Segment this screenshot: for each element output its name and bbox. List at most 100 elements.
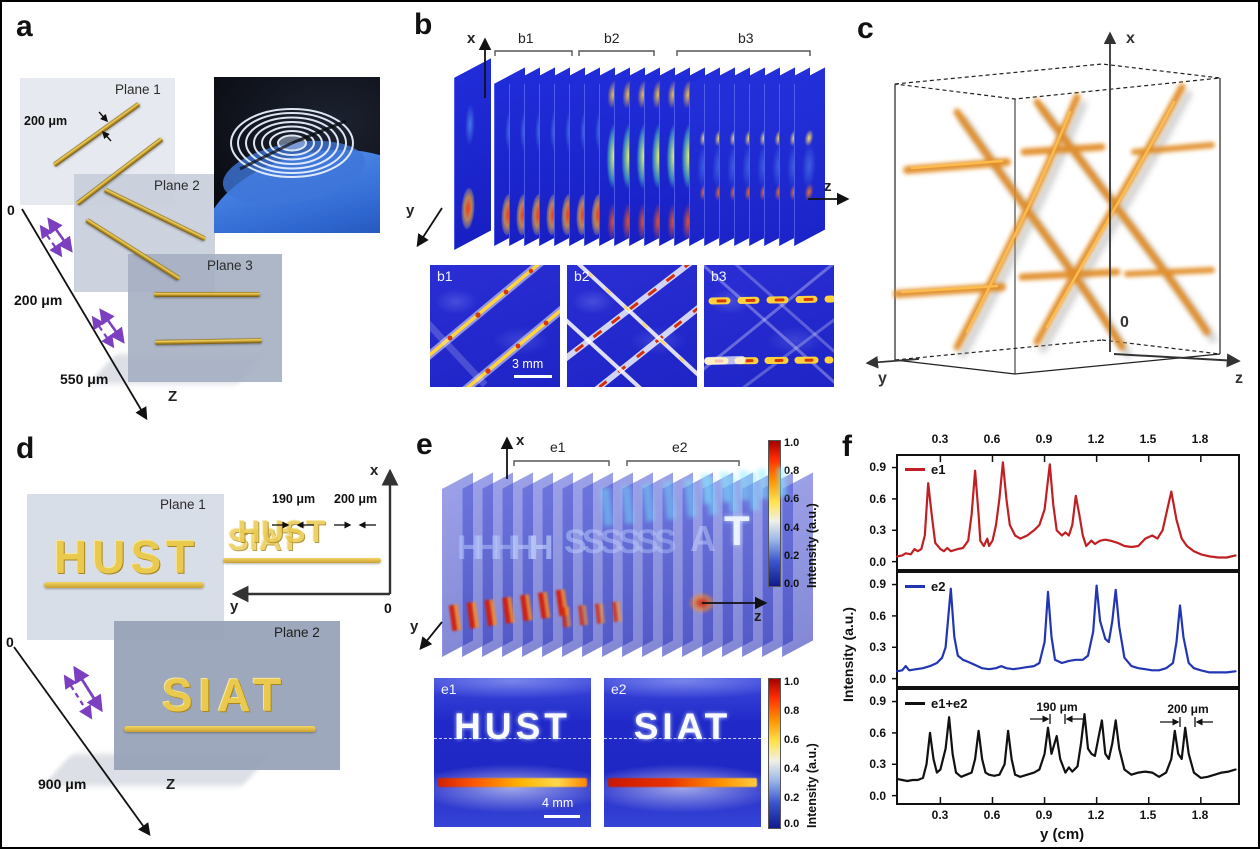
e-inset-colorbar-tick: 0.0 — [784, 818, 800, 830]
f-bottom-xtick: 1.5 — [1139, 808, 1157, 822]
f-top-xtick: 1.8 — [1191, 432, 1209, 446]
d-word-hust: HUST — [54, 531, 200, 583]
e-inset-1-word: HUST — [454, 706, 571, 747]
e-colorbar — [768, 440, 781, 587]
d-inset-origin: 0 — [384, 600, 392, 616]
f-ytick: 0.3 — [869, 640, 886, 654]
f-annotation-200: 200 μm — [1167, 702, 1209, 716]
f-legend-swatch-sum — [905, 702, 925, 705]
e-ghost-s: S — [636, 523, 659, 561]
b-bracket-3-label: b3 — [738, 30, 754, 46]
d-word-hust-baseline — [44, 582, 204, 588]
c-axis-z: z — [1235, 370, 1243, 387]
f-bottom-xtick: 0.6 — [983, 808, 1001, 822]
f-subplot-e2 — [892, 571, 1240, 688]
b-axis-x: x — [467, 30, 476, 47]
b-inset-2-tag: b2 — [574, 268, 590, 284]
c-axis-y: y — [878, 370, 887, 387]
f-bottom-xtick: 0.3 — [931, 808, 949, 822]
b-stack-slice — [454, 58, 491, 250]
a-plane-3-label: Plane 3 — [207, 258, 253, 273]
d-axis-tick-900: 900 μm — [38, 776, 87, 792]
c-wireframe-box — [894, 63, 1221, 375]
e-inset-2-tag: e2 — [611, 681, 627, 697]
e-inset-1-tag: e1 — [441, 681, 457, 697]
f-series-e1+e2 — [895, 713, 1237, 783]
d-plane-2 — [114, 621, 340, 770]
a-plane-1-label: Plane 1 — [115, 82, 161, 97]
f-top-xtick: 1.2 — [1087, 432, 1105, 446]
b-inset-1: b1 3 mm — [430, 265, 560, 387]
b-stack-slice — [794, 67, 825, 247]
f-ytick: 0.6 — [869, 609, 886, 623]
b-brackets — [494, 50, 811, 56]
f-top-xtick: 0.3 — [931, 432, 949, 446]
c-wire-highlights — [900, 100, 1176, 334]
f-top-xtick: 0.6 — [983, 432, 1001, 446]
e-hot-spot — [688, 592, 716, 614]
e-ghost-a: A — [690, 518, 716, 559]
f-bottom-xtick: 1.2 — [1087, 808, 1105, 822]
b-axis-z: z — [824, 178, 832, 195]
f-bottom-xtick: 0.9 — [1035, 808, 1053, 822]
c-wires — [893, 83, 1215, 351]
f-annotation-190: 190 μm — [1036, 700, 1078, 714]
e-ghost-s: S — [618, 523, 641, 561]
e-inset-1: e1 HUST 4 mm — [434, 678, 591, 827]
f-ylabel: Intensity (a.u.) — [840, 607, 856, 702]
d-plane-1-label: Plane 1 — [160, 497, 206, 512]
e-bracket-1-label: e1 — [550, 439, 566, 455]
e-inset-colorbar-tick: 0.6 — [784, 734, 800, 746]
a-plane-2-label: Plane 2 — [154, 178, 200, 193]
a-plane-3 — [128, 254, 282, 382]
f-top-xtick: 1.5 — [1139, 432, 1157, 446]
e-inset-colorbar-tick: 0.2 — [784, 792, 800, 804]
f-series-e2 — [895, 584, 1237, 674]
e-inset-colorbar — [768, 678, 781, 829]
e-colorbar-tick: 0.4 — [784, 522, 800, 534]
d-axis-letter-z: Z — [166, 776, 176, 793]
e-ghost-s: S — [582, 523, 605, 561]
f-subplot-sum — [892, 688, 1240, 805]
f-ytick: 0.3 — [869, 757, 886, 771]
e-ghost-s: S — [600, 523, 623, 561]
d-plane-1 — [27, 494, 224, 640]
f-legend-text-e2: e2 — [931, 579, 946, 594]
d-axis-origin: 0 — [6, 634, 14, 650]
e-ghost-t: T — [724, 507, 750, 554]
b-inset-1-tag: b1 — [437, 268, 453, 284]
e-colorbar-tick: 0.2 — [784, 550, 800, 562]
e-inset-2: e2 SIAT — [604, 678, 761, 827]
b-axis-y: y — [406, 202, 415, 219]
panel-a-letter: a — [16, 10, 33, 43]
panel-e-letter: e — [416, 428, 433, 461]
panel-f-letter: f — [842, 430, 852, 463]
e-inset-2-dashed-line — [604, 738, 761, 739]
e-inset-1-dashed-line — [434, 738, 591, 739]
e-ghost-h: H — [493, 529, 518, 567]
c-axes — [865, 31, 1241, 369]
f-legend-text-e1: e1 — [931, 462, 946, 477]
c-origin: 0 — [1120, 314, 1129, 331]
f-legend-sum: e1+e2 — [905, 696, 968, 711]
d-plane-2-label: Plane 2 — [274, 625, 320, 640]
e-ghost-h: H — [529, 529, 554, 567]
e-inset-colorbar-tick: 1.0 — [784, 676, 800, 688]
f-legend-swatch-e2 — [905, 585, 925, 588]
e-colorbar-tick: 0.0 — [784, 578, 800, 590]
b-inset-2: b2 — [567, 265, 697, 387]
spiral-coil — [230, 108, 354, 178]
b-slice-stack — [454, 58, 854, 260]
panel-c-letter: c — [857, 12, 874, 45]
e-inset-2-hot-baseline — [608, 778, 757, 787]
e-scalebar — [544, 815, 580, 818]
e-axis-x: x — [516, 432, 525, 449]
e-inset-2-word: SIAT — [633, 706, 732, 747]
e-scalebar-text: 4 mm — [542, 796, 574, 810]
e-ghost-h: H — [457, 529, 482, 567]
d-word-siat-baseline — [124, 726, 316, 732]
a-photo-inset — [203, 77, 429, 301]
e-ghost-h: H — [511, 529, 536, 567]
f-legend-text-sum: e1+e2 — [931, 696, 968, 711]
a-axis-tick-550: 550 μm — [60, 371, 109, 387]
